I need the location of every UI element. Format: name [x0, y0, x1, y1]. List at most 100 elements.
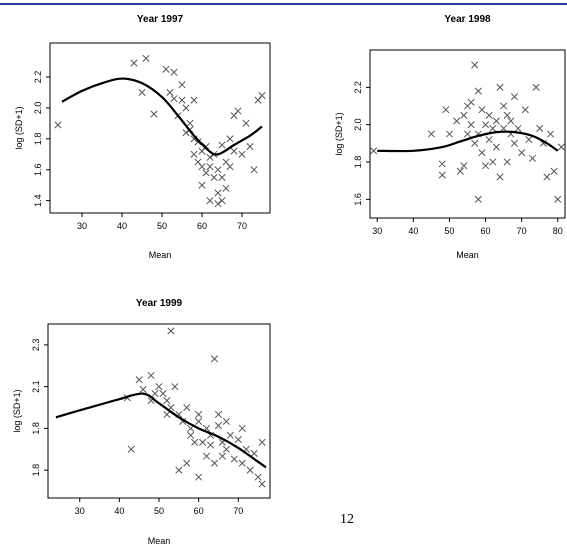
x-tick-label: 70: [517, 226, 527, 236]
y-tick-label: 1.6: [33, 163, 43, 176]
data-point: [230, 455, 238, 463]
x-tick-label: 60: [481, 226, 491, 236]
data-point: [496, 83, 504, 91]
x-tick-label: 40: [408, 226, 418, 236]
fit-curve: [55, 392, 267, 469]
x-tick-label: 50: [157, 221, 167, 231]
data-point: [170, 68, 178, 76]
chart-panel-1997: Year 1997 30 40 50 60 70 1.4 1.6 1.8 2.0 2.2 Mean lo…: [0, 8, 285, 270]
data-point: [238, 150, 246, 158]
data-point: [206, 153, 214, 161]
data-point: [438, 171, 446, 179]
data-point: [155, 383, 163, 391]
data-point: [151, 390, 159, 398]
y-tick-label: 2.3: [31, 339, 41, 352]
data-point: [525, 136, 533, 144]
data-point: [254, 473, 262, 481]
data-point: [482, 162, 490, 170]
data-point: [186, 119, 194, 127]
data-point: [218, 141, 226, 149]
data-point: [222, 445, 230, 453]
data-point: [222, 417, 230, 425]
data-point: [218, 452, 226, 460]
data-point: [536, 124, 544, 132]
chart-1999: Year 1999 30 40 50 60 70 1.8 1.8 2.1 2.3 Mean log (…: [12, 298, 271, 546]
data-point: [234, 107, 242, 115]
data-point: [456, 167, 464, 175]
chart-title: Year 1997: [137, 14, 184, 25]
data-point: [427, 130, 435, 138]
top-rule: [0, 3, 567, 5]
data-point: [238, 459, 246, 467]
data-point: [496, 173, 504, 181]
x-tick-label: 70: [233, 506, 243, 516]
data-point: [206, 163, 214, 171]
data-point: [500, 102, 508, 110]
data-point: [471, 61, 479, 69]
data-point: [190, 96, 198, 104]
data-point: [532, 83, 540, 91]
data-point: [521, 106, 529, 114]
data-point: [514, 124, 522, 132]
y-tick-label: 1.8: [31, 464, 41, 477]
data-point: [166, 88, 174, 97]
chart-title: Year 1998: [444, 14, 491, 25]
data-point: [445, 130, 453, 138]
y-tick-label: 1.6: [353, 193, 363, 206]
data-point: [183, 459, 191, 467]
x-axis-label: Mean: [148, 536, 171, 546]
chart-title: Year 1999: [136, 298, 183, 309]
data-point: [150, 110, 158, 118]
chart-panel-1999: Year 1999 30 40 50 60 70 1.8 1.8 2.1 2.3 Mean log (…: [0, 292, 285, 550]
data-point: [175, 466, 183, 474]
y-tick-label: 1.4: [33, 194, 43, 207]
data-point: [206, 441, 215, 449]
data-point: [187, 431, 195, 439]
data-point: [474, 87, 482, 95]
data-point: [226, 431, 234, 439]
data-point: [460, 111, 468, 119]
data-point: [547, 130, 555, 138]
data-point: [550, 167, 558, 175]
data-point: [195, 417, 203, 425]
data-point: [214, 200, 222, 208]
data-point: [467, 98, 475, 106]
data-point: [214, 410, 223, 419]
data-point: [202, 169, 210, 177]
data-point: [485, 136, 493, 144]
data-point: [171, 383, 179, 391]
data-point: [507, 117, 515, 125]
x-tick-label: 50: [154, 506, 164, 516]
x-tick-label: 30: [75, 506, 85, 516]
data-point: [510, 93, 518, 101]
data-point: [138, 88, 146, 97]
x-axis-label: Mean: [149, 250, 172, 260]
data-point: [554, 195, 562, 203]
fit-curve: [377, 130, 559, 153]
data-point: [162, 65, 170, 73]
data-point: [127, 445, 135, 453]
data-point: [460, 162, 468, 170]
data-point: [142, 54, 150, 63]
x-axis-label: Mean: [456, 250, 479, 260]
data-point: [510, 139, 518, 147]
x-tick-label: 60: [197, 221, 207, 231]
x-tick-label: 50: [444, 226, 454, 236]
x-tick-label: 30: [372, 226, 382, 236]
y-tick-label: 2.0: [353, 118, 363, 131]
plot-frame: [369, 49, 566, 219]
data-point: [130, 59, 138, 67]
data-point: [489, 158, 497, 166]
data-point: [159, 390, 167, 398]
x-tick-label: 40: [114, 506, 124, 516]
chart-1998: Year 1998 30 40 50 60 70 80 1.6 1.8 2.0 2.2 Mean log…: [334, 14, 566, 260]
data-point: [226, 163, 234, 171]
page-number: 12: [340, 512, 354, 527]
data-point: [557, 143, 565, 151]
y-tick-label: 2.1: [31, 380, 41, 393]
data-point: [226, 135, 234, 143]
data-point: [370, 147, 378, 155]
data-point: [250, 449, 258, 458]
chart-panel-1998: Year 1998 30 40 50 60 70 80 1.6 1.8 2.0 2.2 Mean log…: [282, 8, 567, 270]
data-point: [214, 189, 222, 197]
